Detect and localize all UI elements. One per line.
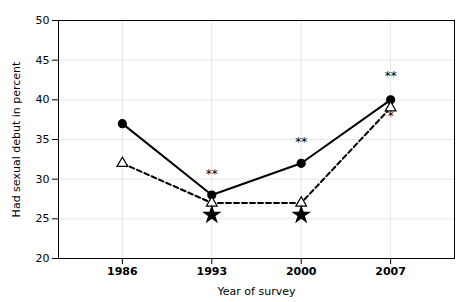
svg-text:**: ** — [295, 135, 307, 149]
svg-text:Year of survey: Year of survey — [217, 285, 296, 298]
svg-text:2000: 2000 — [286, 265, 317, 278]
svg-text:2007: 2007 — [375, 265, 406, 278]
svg-text:45: 45 — [36, 54, 50, 67]
svg-text:25: 25 — [36, 212, 50, 225]
svg-text:20: 20 — [36, 252, 50, 265]
svg-text:1986: 1986 — [107, 265, 138, 278]
svg-text:1993: 1993 — [196, 265, 227, 278]
svg-text:Had sexual debut in percent: Had sexual debut in percent — [10, 61, 23, 217]
svg-text:50: 50 — [36, 14, 50, 27]
svg-text:30: 30 — [36, 173, 50, 186]
svg-text:40: 40 — [36, 93, 50, 106]
svg-text:*: * — [388, 109, 394, 123]
svg-text:**: ** — [206, 167, 218, 181]
svg-text:35: 35 — [36, 133, 50, 146]
svg-text:**: ** — [385, 69, 397, 83]
